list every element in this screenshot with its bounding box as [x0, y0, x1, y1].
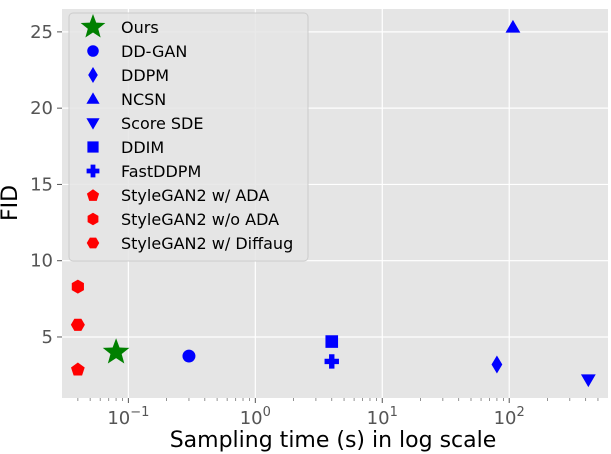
point-ddpm — [491, 355, 503, 374]
x-tick-label: 100 — [240, 405, 271, 429]
y-tick-label: 5 — [42, 327, 53, 348]
point-ours — [102, 338, 130, 364]
y-tick-label: 20 — [30, 98, 53, 119]
legend-label: StyleGAN2 w/ ADA — [121, 186, 269, 205]
legend-label: StyleGAN2 w/o ADA — [121, 210, 279, 229]
x-tick-label: 10−1 — [107, 405, 149, 429]
legend-label: DDPM — [121, 66, 169, 85]
legend-label: StyleGAN2 w/ Diffaug — [121, 234, 293, 253]
x-axis-label: Sampling time (s) in log scale — [170, 428, 497, 453]
point-fastddpm — [324, 354, 339, 369]
legend-label: FastDDPM — [121, 162, 201, 181]
legend-label: Score SDE — [121, 114, 203, 133]
legend-marker-dd-gan — [87, 45, 99, 57]
x-tick-label: 101 — [367, 405, 398, 429]
legend-marker-ddim — [87, 141, 99, 153]
legend-marker-stylegan2-w-o-ada — [87, 212, 99, 226]
legend-marker-stylegan2-w-ada — [86, 189, 100, 201]
point-score-sde — [580, 374, 596, 388]
data-points — [70, 19, 596, 388]
legend-box — [68, 12, 309, 262]
legend-marker-score-sde — [86, 118, 100, 130]
legend-label: DDIM — [121, 138, 164, 157]
legend-marker-stylegan2-w-diffaug — [86, 237, 100, 249]
y-tick-label: 10 — [30, 251, 53, 272]
point-dd-gan — [182, 349, 196, 363]
x-tick-label: 102 — [494, 405, 525, 429]
point-stylegan2-w-diffaug — [70, 318, 85, 331]
point-stylegan2-w-o-ada — [71, 279, 84, 294]
point-ncsn — [505, 19, 521, 33]
legend-marker-fastddpm — [86, 164, 100, 178]
legend-label: NCSN — [121, 90, 166, 109]
point-ddim — [325, 335, 339, 348]
y-tick-label: 15 — [30, 174, 53, 195]
y-axis-label: FID — [0, 185, 23, 221]
y-tick-label: 25 — [30, 22, 53, 43]
point-stylegan2-w-ada — [71, 362, 85, 376]
legend: Ours DD-GAN DDPM NCSN Score SDE DDIM FastDDPM S… — [68, 12, 309, 262]
legend-label: Ours — [121, 18, 159, 37]
legend-marker-ours — [80, 14, 106, 38]
legend-marker-ddpm — [88, 67, 98, 83]
legend-label: DD-GAN — [121, 42, 187, 61]
y-axis: 5 10 15 20 25 — [30, 22, 62, 348]
legend-marker-ncsn — [86, 92, 100, 104]
x-axis: 10−1 100 101 102 — [77, 398, 599, 429]
